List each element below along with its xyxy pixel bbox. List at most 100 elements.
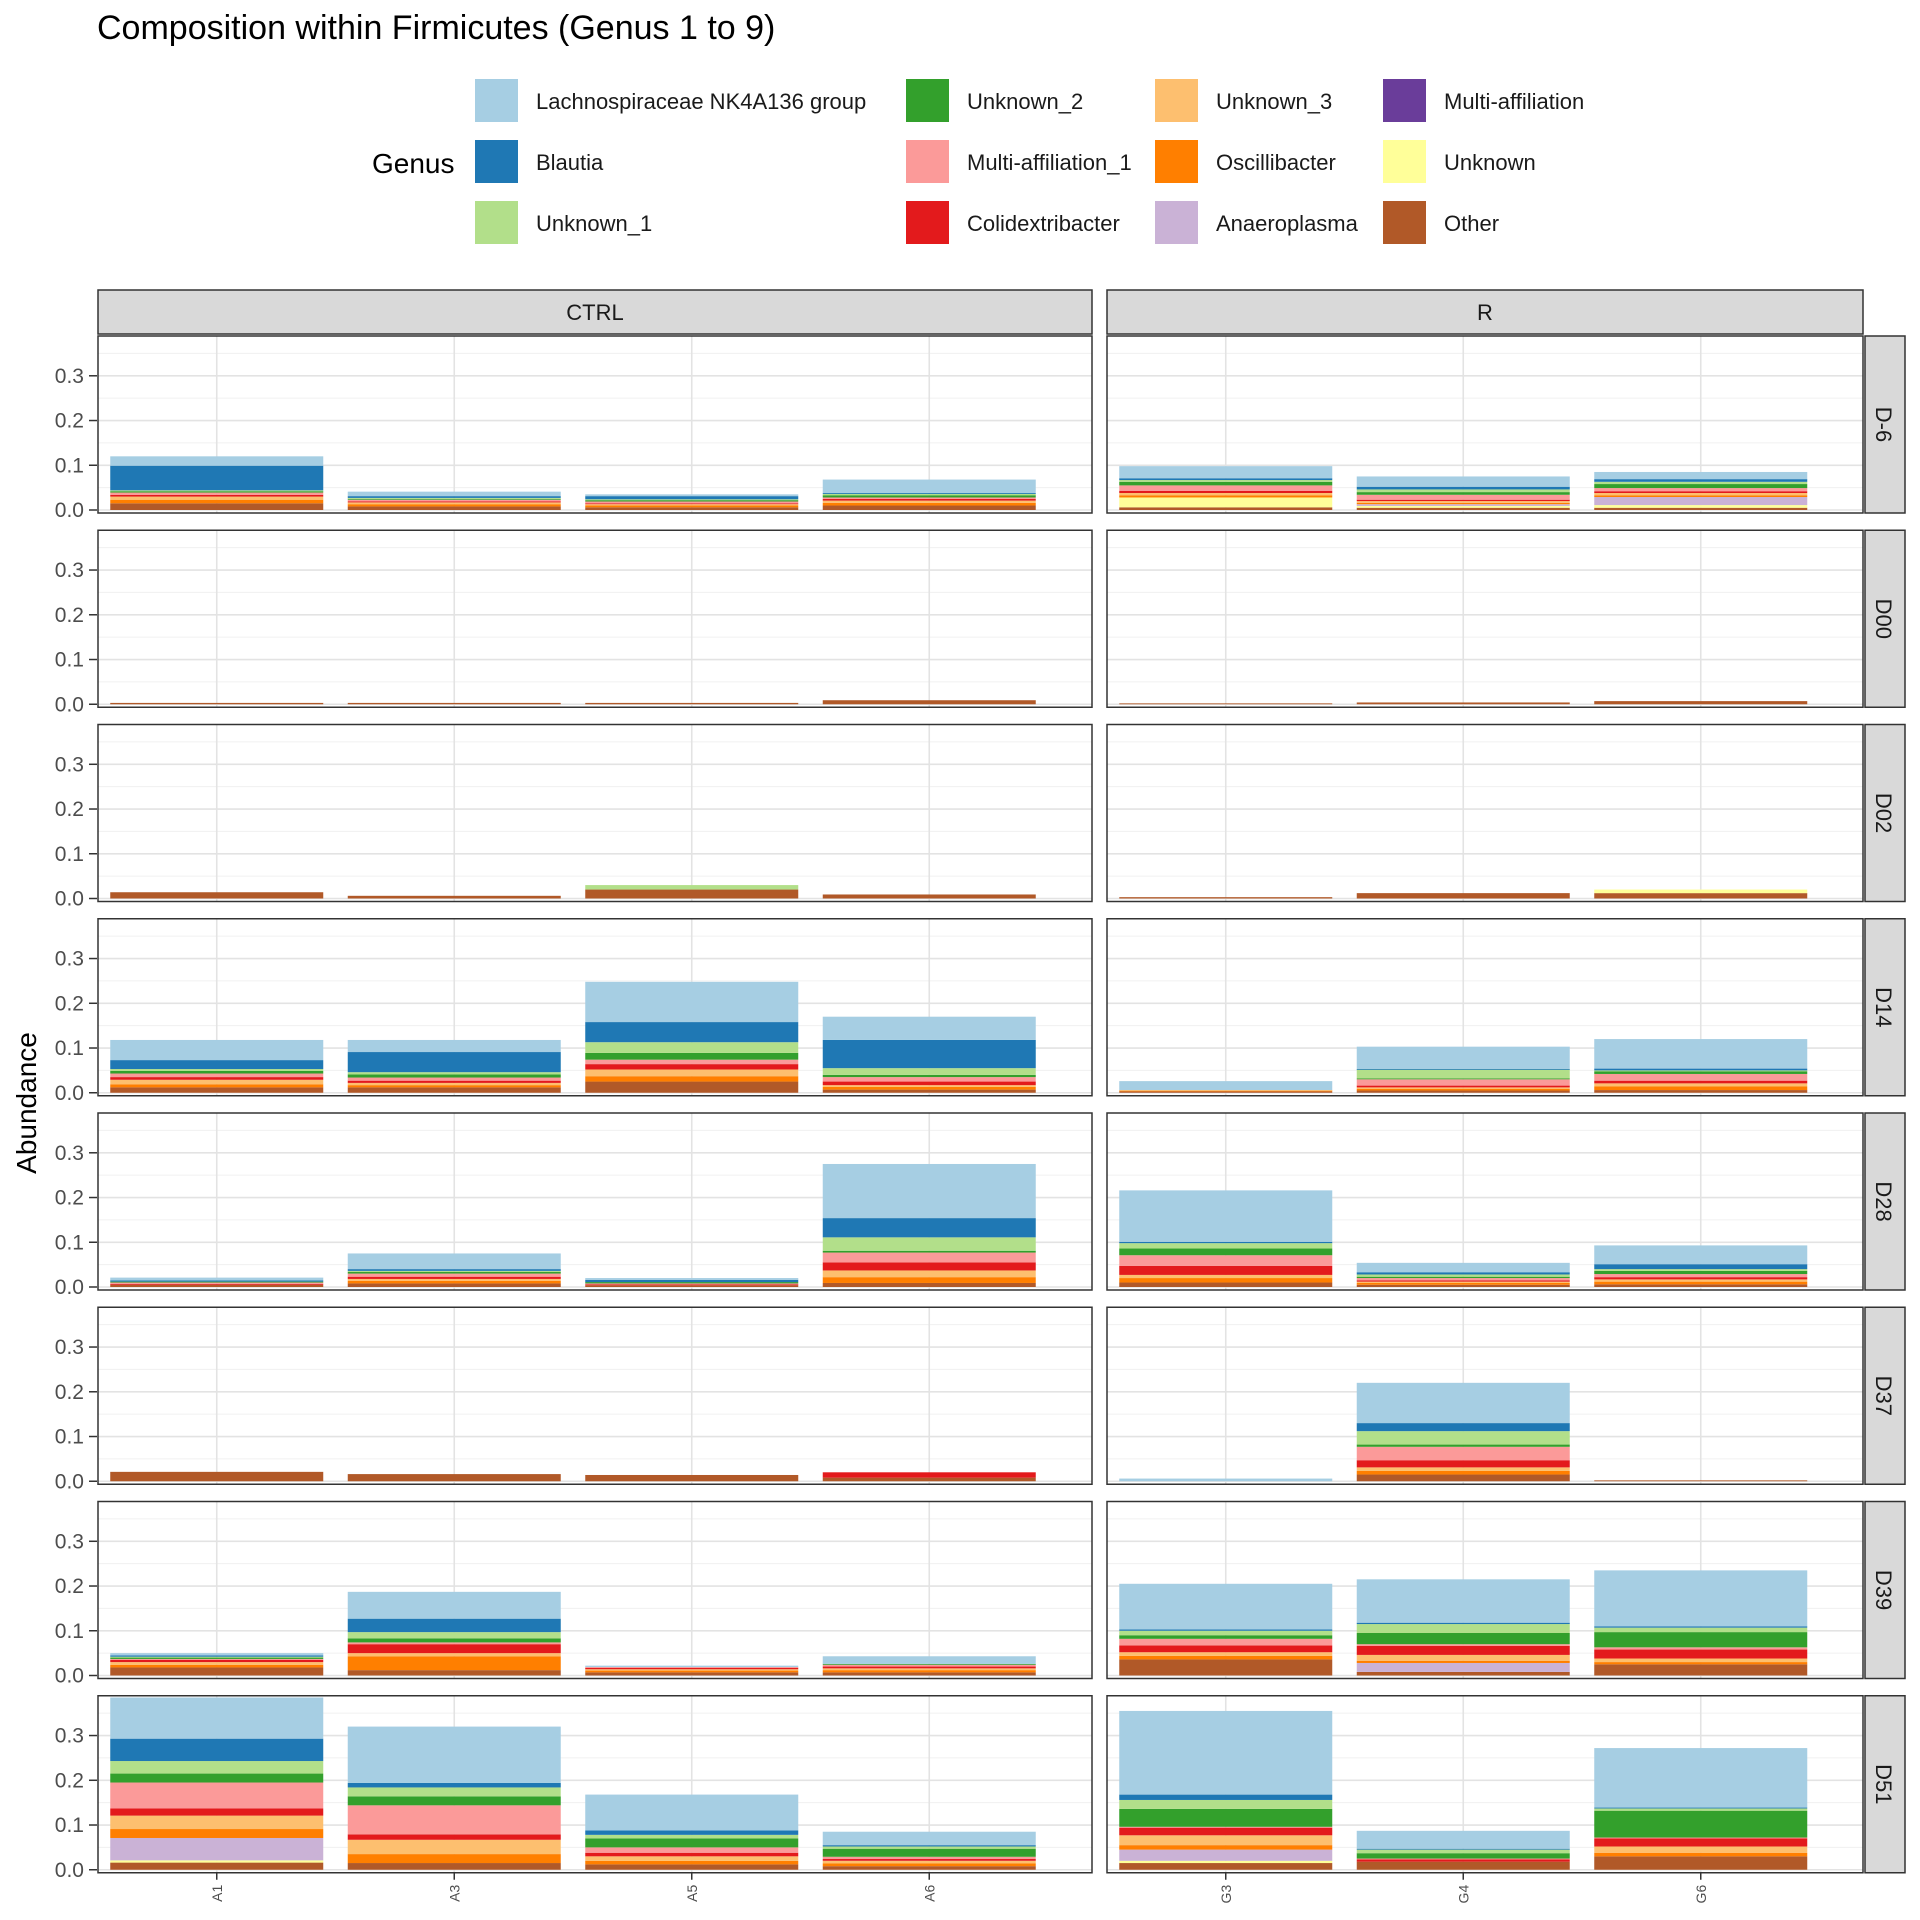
y-tick-label: 0.3: [55, 559, 84, 582]
legend-label-lach: Lachnospiraceae NK4A136 group: [536, 89, 866, 114]
bar-segment-G6-unk2: [1594, 484, 1808, 489]
bar-segment-A5-blau: [585, 496, 799, 500]
bar-segment-G3-oth: [1119, 1863, 1333, 1870]
facet-row-strip: [1864, 1306, 1906, 1485]
bar-segment-G4-ma1: [1356, 1858, 1570, 1860]
facet-row-strip: [1864, 723, 1906, 903]
panel-border: [97, 1500, 1093, 1680]
legend-label-ma1: Multi-affiliation_1: [967, 150, 1132, 175]
bar-segment-A3-unk3: [347, 502, 561, 505]
bar-segment-G6-unk2: [1594, 1071, 1808, 1074]
panel-r-d-6: [1106, 335, 1864, 514]
bar-segment-A5-coli: [585, 1064, 799, 1070]
bar-segment-G3-osc: [1119, 1845, 1333, 1850]
bar-segment-A5-unk2: [585, 1282, 799, 1284]
bar-segment-A6-unk3: [822, 1668, 1036, 1671]
bar-segment-G4-unk2: [1356, 1276, 1570, 1279]
legend-swatch-unk3: [1155, 79, 1198, 122]
bar-segment-A6-lach: [822, 1016, 1036, 1040]
bar-segment-G3-unk3: [1119, 1274, 1333, 1279]
bar-segment-G4-blau: [1356, 1622, 1570, 1625]
bar-segment-A1-oth: [110, 1667, 324, 1676]
y-tick-label: 0.2: [55, 1769, 84, 1792]
bar-segment-G6-unk3: [1594, 1083, 1808, 1087]
panel-r-d02: [1106, 723, 1864, 903]
bar-segment-G3-osc: [1119, 1278, 1333, 1283]
panel-border: [1106, 1306, 1864, 1485]
bar-segment-A6-coli: [822, 1859, 1036, 1861]
bar-segment-A3-blau: [347, 1618, 561, 1633]
bar-segment-A1-unk3: [110, 1815, 324, 1830]
bar-segment-A5-unk3: [585, 1856, 799, 1861]
bar-segment-A3-coli: [347, 1834, 561, 1840]
legend-label-unk3: Unknown_3: [1216, 89, 1332, 114]
bar-segment-G6-coli: [1594, 1649, 1808, 1659]
bar-segment-A6-lach: [822, 1163, 1036, 1219]
bar-segment-A5-blau: [585, 1022, 799, 1043]
y-tick-label: 0.1: [55, 649, 84, 672]
panel-ctrl-d14: [97, 918, 1093, 1097]
y-tick-label: 0.3: [55, 1725, 84, 1748]
bar-segment-A5-osc: [585, 505, 799, 508]
bar-segment-A5-coli: [585, 1284, 799, 1286]
bar-segment-G6-unk1: [1594, 1808, 1808, 1811]
bar-segment-A6-osc: [822, 1670, 1036, 1673]
bar-segment-A3-unk1: [347, 1787, 561, 1797]
bar-segment-G4-coli: [1356, 1280, 1570, 1282]
facet-strip-ctrl: [97, 289, 1093, 335]
bar-segment-A5-osc: [585, 1076, 799, 1082]
legend-label-anae: Anaeroplasma: [1216, 211, 1359, 236]
bar-segment-G4-oth: [1356, 893, 1570, 899]
bar-segment-G6-unk3: [1594, 493, 1808, 496]
bar-segment-A3-oth: [347, 1863, 561, 1870]
panel-ctrl-d02: [97, 723, 1093, 903]
bar-segment-G3-unk2: [1119, 1248, 1333, 1256]
panel-border: [1106, 1112, 1864, 1291]
panel-border: [1106, 1695, 1864, 1874]
bar-segment-A6-unk1: [822, 1846, 1036, 1849]
bar-segment-A5-oth: [585, 1672, 799, 1676]
bar-segment-G6-osc: [1594, 495, 1808, 498]
bar-segment-G3-oth: [1119, 507, 1333, 510]
bar-segment-G3-unk2: [1119, 1635, 1333, 1639]
panel-border: [97, 1695, 1093, 1874]
bar-segment-A3-coli: [347, 501, 561, 503]
legend-swatch-osc: [1155, 140, 1198, 183]
y-tick-label: 0.3: [55, 948, 84, 971]
legend-entry-lach: Lachnospiraceae NK4A136 group: [475, 79, 866, 122]
y-tick-label: 0.2: [55, 1575, 84, 1598]
bar-segment-A6-oth: [822, 894, 1036, 899]
bar-segment-A1-blau: [110, 1280, 324, 1282]
bar-segment-G4-unk3: [1356, 1467, 1570, 1471]
bar-segment-G6-coli: [1594, 1838, 1808, 1847]
bar-segment-A1-lach: [110, 1277, 324, 1281]
bar-segment-G4-blau: [1356, 486, 1570, 490]
bar-segment-G4-coli: [1356, 1859, 1570, 1862]
bar-segment-A5-oth: [585, 1285, 799, 1287]
bar-segment-A5-unk2: [585, 1052, 799, 1060]
bar-segment-G3-blau: [1119, 1241, 1333, 1244]
facet-row-label: D28: [1871, 1181, 1896, 1221]
bar-segment-G4-blau: [1356, 1848, 1570, 1850]
bar-segment-G4-unk: [1356, 505, 1570, 508]
bar-segment-A6-coli: [822, 1262, 1036, 1271]
bar-segment-A1-osc: [110, 1084, 324, 1088]
bar-segment-G3-ma1: [1119, 1255, 1333, 1266]
bar-segment-A1-blau: [110, 1655, 324, 1657]
y-tick-label: 0.1: [55, 1620, 84, 1643]
panel-r-d14: [1106, 918, 1864, 1097]
y-tick-label: 0.1: [55, 1814, 84, 1837]
bar-segment-A3-lach: [347, 491, 561, 497]
bar-segment-G6-lach: [1594, 1748, 1808, 1808]
bar-segment-A5-ma1: [585, 501, 799, 504]
bar-segment-G6-osc: [1594, 1281, 1808, 1285]
bar-segment-G4-unk1: [1356, 489, 1570, 493]
y-tick-label: 0.0: [55, 1276, 84, 1299]
bar-segment-A5-unk3: [585, 504, 799, 506]
bar-segment-G6-unk: [1594, 889, 1808, 894]
bar-segment-A3-blau: [347, 1269, 561, 1271]
bar-segment-G6-osc: [1594, 1852, 1808, 1857]
y-tick-label: 0.1: [55, 1426, 84, 1449]
panel-border: [1106, 723, 1864, 903]
bar-segment-A6-osc: [822, 1863, 1036, 1867]
